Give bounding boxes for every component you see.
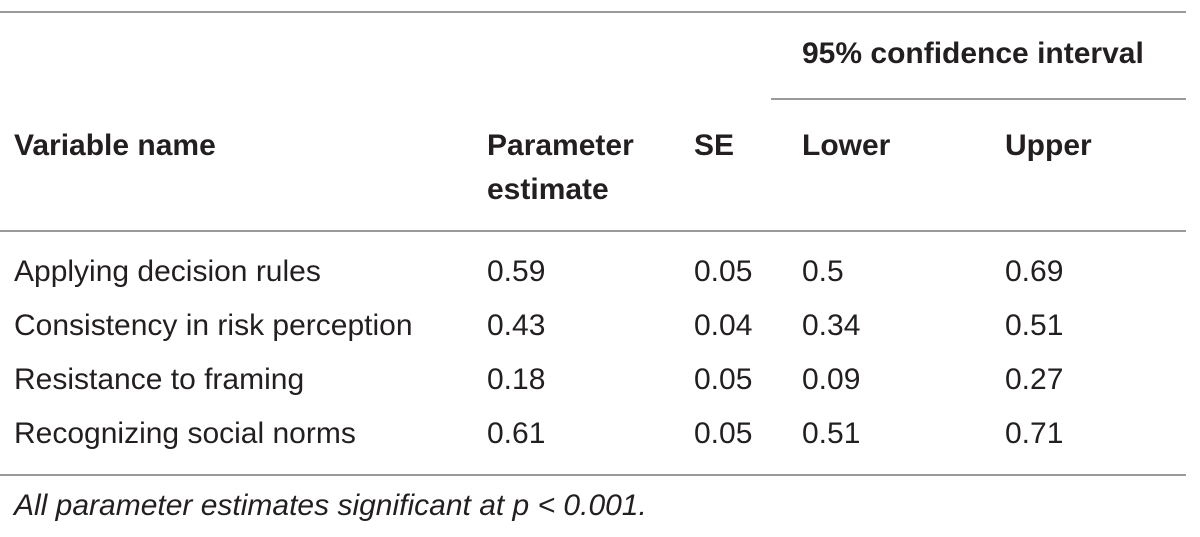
header-lower: Lower — [802, 129, 891, 162]
ci-group-rule — [771, 98, 1186, 100]
row-se: 0.04 — [694, 309, 753, 342]
row-se: 0.05 — [694, 417, 753, 450]
row-se: 0.05 — [694, 255, 753, 288]
table-top-rule — [0, 11, 1186, 13]
row-upper: 0.71 — [1005, 417, 1064, 450]
table-footnote: All parameter estimates significant at p… — [14, 489, 647, 522]
row-parameter-estimate: 0.59 — [487, 255, 546, 288]
row-upper: 0.69 — [1005, 255, 1064, 288]
row-variable-name: Applying decision rules — [14, 255, 321, 288]
header-variable-name: Variable name — [14, 129, 216, 162]
row-parameter-estimate: 0.61 — [487, 417, 546, 450]
row-variable-name: Recognizing social norms — [14, 417, 356, 450]
row-upper: 0.51 — [1005, 309, 1064, 342]
header-parameter-estimate-line2: estimate — [487, 173, 609, 206]
row-lower: 0.34 — [802, 309, 861, 342]
header-bottom-rule — [0, 230, 1186, 232]
row-variable-name: Resistance to framing — [14, 363, 305, 396]
header-se: SE — [694, 129, 735, 162]
row-upper: 0.27 — [1005, 363, 1064, 396]
row-parameter-estimate: 0.18 — [487, 363, 546, 396]
ci-group-header: 95% confidence interval — [802, 37, 1144, 70]
row-parameter-estimate: 0.43 — [487, 309, 546, 342]
header-parameter-estimate-line1: Parameter — [487, 129, 634, 162]
row-variable-name: Consistency in risk perception — [14, 309, 413, 342]
row-lower: 0.5 — [802, 255, 844, 288]
header-upper: Upper — [1005, 129, 1092, 162]
row-lower: 0.51 — [802, 417, 861, 450]
row-lower: 0.09 — [802, 363, 861, 396]
table-bottom-rule — [0, 474, 1186, 476]
row-se: 0.05 — [694, 363, 753, 396]
